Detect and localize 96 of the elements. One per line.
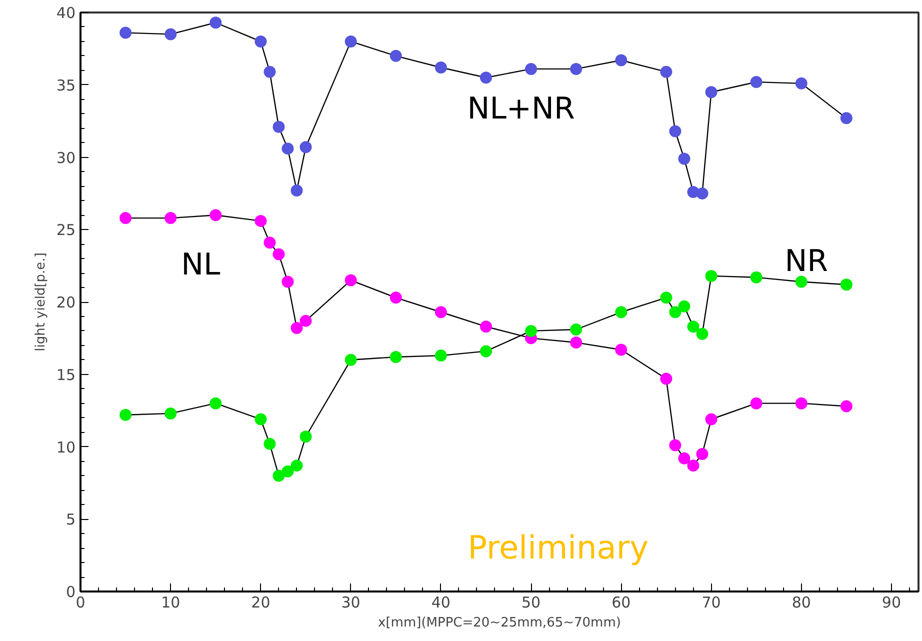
x-axis-title: x[mm](MPPC=20~25mm,65~70mm) xyxy=(378,616,621,630)
point xyxy=(660,292,672,304)
point xyxy=(696,328,708,340)
x-tick-label: 10 xyxy=(161,594,180,612)
point xyxy=(840,278,852,291)
y-tick-label: 5 xyxy=(66,510,76,529)
point xyxy=(290,322,303,334)
x-tick-label: 20 xyxy=(251,594,270,612)
series-label: NL+NR xyxy=(467,91,575,126)
y-tick-label: 20 xyxy=(56,294,76,312)
point xyxy=(615,344,628,356)
annotation: Preliminary xyxy=(468,528,649,566)
point xyxy=(272,470,285,482)
point xyxy=(390,292,402,304)
point xyxy=(525,324,538,337)
point xyxy=(669,125,682,138)
point xyxy=(434,350,447,362)
point xyxy=(210,397,222,410)
point xyxy=(254,413,267,426)
x-tick-label: 70 xyxy=(702,594,721,612)
point xyxy=(300,430,312,443)
point xyxy=(750,397,762,410)
point xyxy=(525,62,538,75)
point xyxy=(570,336,582,349)
point xyxy=(272,120,285,133)
y-tick-label: 30 xyxy=(56,148,76,167)
point xyxy=(615,54,628,66)
point xyxy=(615,306,628,318)
x-tick-label: 30 xyxy=(341,594,360,612)
x-tick-label: 60 xyxy=(612,594,631,612)
series-label: NR xyxy=(784,244,828,280)
point xyxy=(678,300,690,312)
point xyxy=(164,212,177,224)
y-tick-label: 25 xyxy=(56,221,76,240)
point xyxy=(795,276,808,288)
point xyxy=(254,214,267,227)
point xyxy=(164,28,177,40)
point xyxy=(660,372,672,385)
point xyxy=(480,345,492,358)
point xyxy=(344,274,357,286)
point xyxy=(840,400,852,412)
point xyxy=(750,271,762,284)
point xyxy=(570,62,582,75)
y-tick-label: 40 xyxy=(56,4,76,22)
point xyxy=(120,26,132,39)
y-tick-label: 35 xyxy=(56,76,76,94)
point xyxy=(795,77,808,90)
point xyxy=(344,354,357,366)
point xyxy=(210,16,222,29)
point xyxy=(750,76,762,88)
y-tick-label: 15 xyxy=(56,366,76,384)
point xyxy=(390,50,402,62)
point xyxy=(480,72,492,84)
point xyxy=(282,465,294,478)
point xyxy=(705,86,718,98)
point xyxy=(795,397,808,410)
point xyxy=(300,141,312,154)
point xyxy=(480,320,492,333)
point xyxy=(687,460,700,472)
x-tick-label: 80 xyxy=(792,594,811,612)
point xyxy=(282,142,294,155)
point xyxy=(210,209,222,222)
point xyxy=(390,351,402,363)
point xyxy=(434,306,447,318)
point xyxy=(300,314,312,327)
point xyxy=(687,320,700,333)
x-tick-label: 40 xyxy=(431,594,450,612)
point xyxy=(264,236,276,249)
point xyxy=(344,35,357,48)
point xyxy=(264,66,276,78)
point xyxy=(660,66,672,78)
point xyxy=(290,184,303,197)
y-tick-label: 10 xyxy=(56,438,76,456)
point xyxy=(164,407,177,420)
x-tick-label: 90 xyxy=(882,594,902,612)
point xyxy=(254,35,267,48)
point xyxy=(669,306,682,318)
point xyxy=(120,212,132,224)
point xyxy=(696,187,708,200)
point xyxy=(282,276,294,288)
x-tick-label: 50 xyxy=(521,594,541,612)
point xyxy=(434,62,447,74)
point xyxy=(696,448,708,460)
point xyxy=(669,439,682,452)
point xyxy=(678,452,690,464)
point xyxy=(290,460,303,472)
point xyxy=(570,324,582,336)
series-label: NL xyxy=(181,248,221,283)
point xyxy=(678,152,690,165)
point xyxy=(705,413,718,426)
point xyxy=(272,248,285,260)
point xyxy=(840,112,852,124)
y-axis-title: light yield[p.e.] xyxy=(33,252,48,352)
point xyxy=(705,270,718,282)
point xyxy=(120,408,132,421)
point xyxy=(264,438,276,450)
